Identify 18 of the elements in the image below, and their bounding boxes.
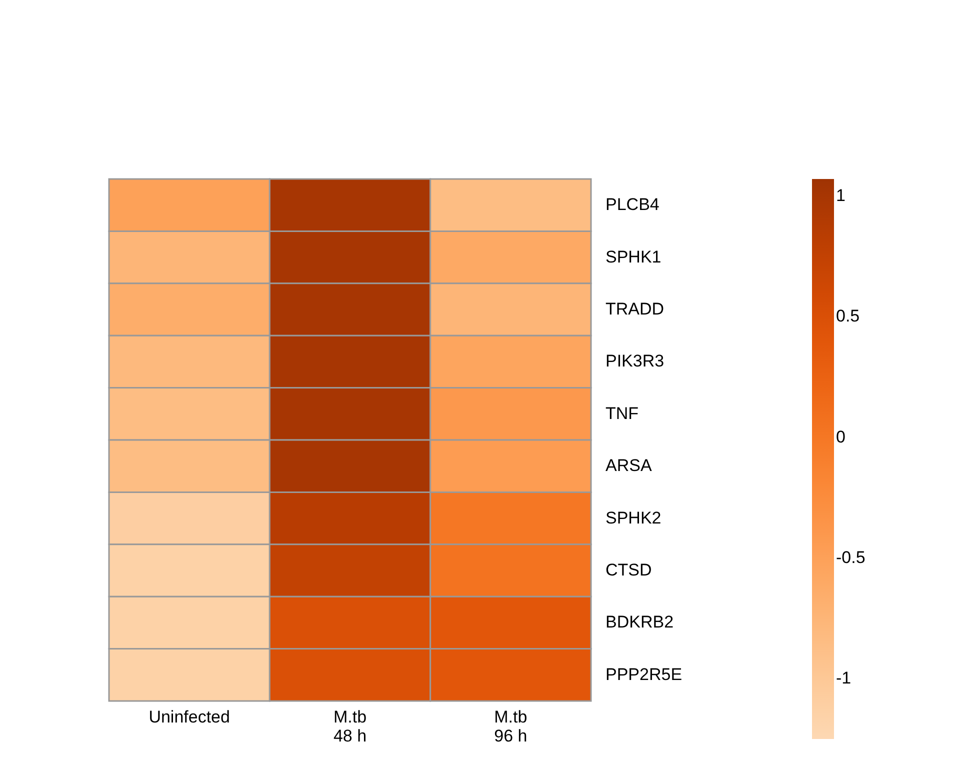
y-tick-label: ARSA <box>606 456 652 476</box>
y-tick-label: PLCB4 <box>606 195 660 214</box>
color-bar-label: -1 <box>836 668 852 688</box>
y-tick-label: SPHK1 <box>606 247 662 266</box>
color-bar-label: 1 <box>836 186 846 205</box>
y-tick-label: TNF <box>606 404 639 423</box>
color-bar-label: 0.5 <box>836 306 860 326</box>
y-tick-label: TRADD <box>606 300 664 318</box>
color-bar-label: 0 <box>836 427 846 446</box>
y-tick-label: PIK3R3 <box>606 352 664 371</box>
x-tick-label: Uninfected <box>148 708 230 726</box>
y-tick-label: SPHK2 <box>606 508 662 528</box>
x-tick-label: M.tb 96 h <box>494 708 528 746</box>
y-tick-label: BDKRB2 <box>606 612 674 632</box>
y-tick-label: PPP2R5E <box>606 664 682 684</box>
x-tick-label: M.tb 48 h <box>333 708 367 746</box>
color-bar-label: -0.5 <box>836 548 866 567</box>
y-tick-label: CTSD <box>606 560 652 580</box>
